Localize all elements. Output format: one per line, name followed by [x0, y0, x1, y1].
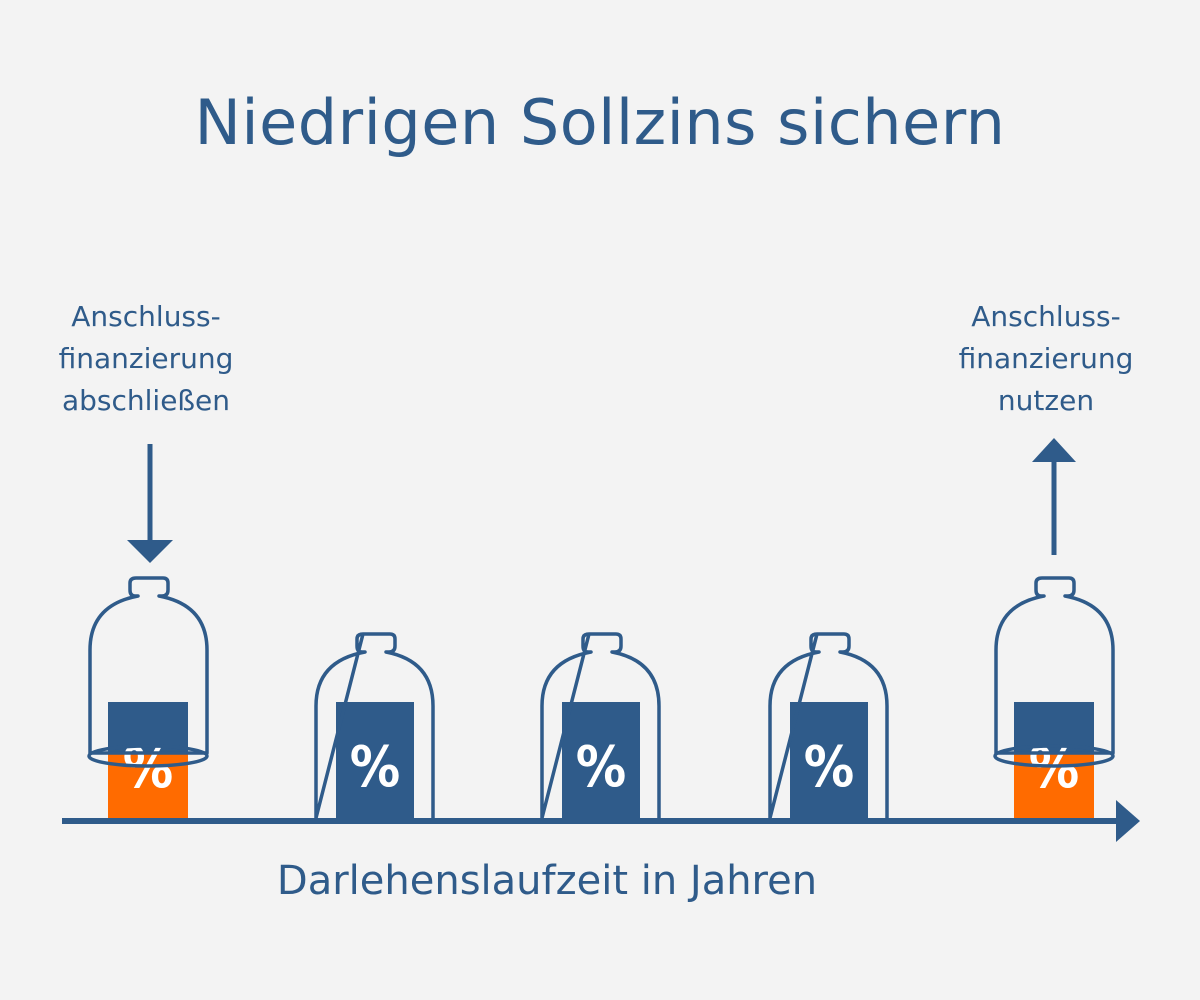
- jar-3-bell-lid: [540, 632, 661, 820]
- right-annotation-line-3: nutzen: [997, 384, 1095, 417]
- left-annotation-line-1: Anschluss-: [71, 300, 221, 333]
- axis-label: Darlehenslaufzeit in Jahren: [276, 858, 818, 904]
- left-annotation-line-3: abschließen: [61, 384, 231, 417]
- jar-1: %: [87, 576, 209, 818]
- jar-2-blue-block: [336, 702, 414, 818]
- diagram-title: Niedrigen Sollzins sichern: [194, 86, 1006, 159]
- up-arrow-icon: [1032, 438, 1076, 555]
- jar-5: %: [993, 576, 1115, 818]
- left-annotation-line-2: finanzierung: [58, 342, 234, 375]
- jar-1-bell-rim: [87, 744, 209, 768]
- jar-4-percent-icon: %: [804, 735, 854, 800]
- jar-1-blue-block: [108, 702, 188, 752]
- jar-2-bell-lid: [314, 632, 435, 820]
- jar-4: %: [768, 632, 889, 820]
- timeline-arrow-head-icon: [1116, 800, 1140, 842]
- right-annotation-line-1: Anschluss-: [971, 300, 1121, 333]
- jar-5-orange-block: [1014, 750, 1094, 818]
- jar-4-bell-lid: [768, 632, 889, 820]
- down-arrow-icon: [127, 444, 173, 563]
- jar-1-orange-block: [108, 750, 188, 818]
- jar-4-blue-block: [790, 702, 868, 818]
- jar-3-percent-icon: %: [576, 735, 626, 800]
- jar-2-percent-icon: %: [350, 735, 400, 800]
- right-annotation: Anschluss- finanzierung nutzen: [916, 296, 1176, 422]
- jar-3-blue-block: [562, 702, 640, 818]
- right-annotation-line-2: finanzierung: [958, 342, 1134, 375]
- jar-5-blue-block: [1014, 702, 1094, 752]
- jar-2: %: [314, 632, 435, 820]
- jar-3: %: [540, 632, 661, 820]
- left-annotation: Anschluss- finanzierung abschließen: [16, 296, 276, 422]
- jar-5-bell-rim: [993, 744, 1115, 768]
